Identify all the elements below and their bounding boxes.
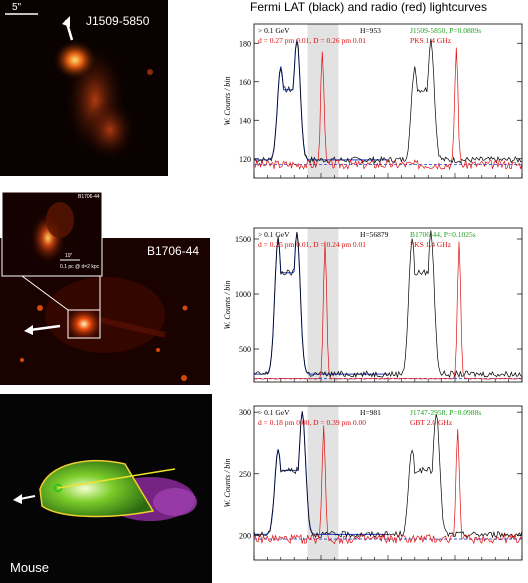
lightcurve-plot-3: 200 250 300 W. Counts / bin > 0.1 GeV d = 0.1…	[222, 400, 528, 568]
y-axis-label: W. Counts / bin	[223, 458, 232, 507]
energy-label: > 0.1 GeV	[258, 26, 290, 35]
image-panel-mouse: Mouse	[0, 394, 212, 583]
radio-band-label: GBT 2.0 GHz	[410, 418, 453, 427]
y-axis-label: W. Counts / bin	[223, 280, 232, 329]
mouse-label: Mouse	[10, 560, 50, 575]
radio-lightcurve	[253, 241, 523, 380]
y-tick-label: 200	[239, 531, 251, 540]
offpulse-band	[307, 406, 339, 560]
y-tick-label: 300	[239, 408, 251, 417]
radio-band-label: PKS 1.4 GHz	[410, 240, 452, 249]
image-panel-j1509: 5" J1509-5850	[0, 0, 168, 176]
radio-band-label: PKS 1.4 GHz	[410, 36, 452, 45]
y-tick-label: 140	[239, 116, 251, 125]
plot-frame	[253, 227, 523, 383]
inset-scale-label-2: 0.1 pc @ d=2 kpc	[60, 264, 100, 270]
y-tick-label: 120	[239, 155, 251, 164]
figure-title: Fermi LAT (black) and radio (red) lightc…	[250, 0, 487, 14]
pulsar-period-label: J1747-2958, P=0.0988s	[410, 408, 481, 417]
pulsar-period-label: J1509-5850, P=0.0889s	[410, 26, 481, 35]
y-tick-label: 1000	[235, 290, 251, 299]
width-label: d = 0.25 pm 0.01, D = 0.24 pm 0.01	[258, 240, 366, 249]
radio-lightcurve	[253, 425, 523, 545]
image-panel-b1706: B1706-44 10" 0.1 pc @ d=2 kpc B1706-44	[0, 190, 210, 385]
lightcurve-plot-2: 500 1000 1500 W. Counts / bin > 0.1 GeV d = 0…	[222, 222, 528, 390]
gamma-lightcurve	[253, 411, 523, 539]
y-tick-label: 500	[239, 345, 251, 354]
scale-label: 5"	[12, 2, 22, 13]
radio-lightcurve	[253, 47, 523, 171]
lightcurve-plot-1: 120 140 160 180 W. Counts / bin > 0.1 GeV d = …	[222, 18, 528, 186]
offpulse-band	[307, 24, 339, 178]
xray-image-j1509	[0, 0, 168, 176]
energy-label: > 0.1 GeV	[258, 230, 290, 239]
y-tick-label: 160	[239, 78, 251, 87]
energy-label: > 0.1 GeV	[258, 408, 290, 417]
inset-scale-label: 10"	[65, 253, 73, 259]
gamma-lightcurve	[253, 38, 523, 164]
y-axis-label: W. Counts / bin	[223, 76, 232, 125]
h-test-label: H=56879	[360, 230, 389, 239]
y-tick-label: 1500	[235, 235, 251, 244]
y-tick-label: 180	[239, 39, 251, 48]
gamma-lightcurve	[253, 230, 523, 379]
plot-frame	[253, 23, 523, 179]
h-test-label: H=981	[360, 408, 381, 417]
h-test-label: H=953	[360, 26, 381, 35]
inset-label: B1706-44	[78, 194, 100, 200]
xray-radio-image-mouse	[0, 394, 212, 583]
width-label: d = 0.18 pm 0.00, D = 0.39 pm 0.00	[258, 418, 366, 427]
pulsar-name-label: B1706-44	[147, 244, 200, 258]
pulsar-name-label: J1509-5850	[86, 14, 150, 28]
width-label: d = 0.27 pm 0.01, D = 0.26 pm 0.01	[258, 36, 366, 45]
xray-image-b1706	[0, 191, 210, 385]
pulsar-period-label: B1706-44, P=0.1025s	[410, 230, 476, 239]
y-tick-label: 250	[239, 470, 251, 479]
